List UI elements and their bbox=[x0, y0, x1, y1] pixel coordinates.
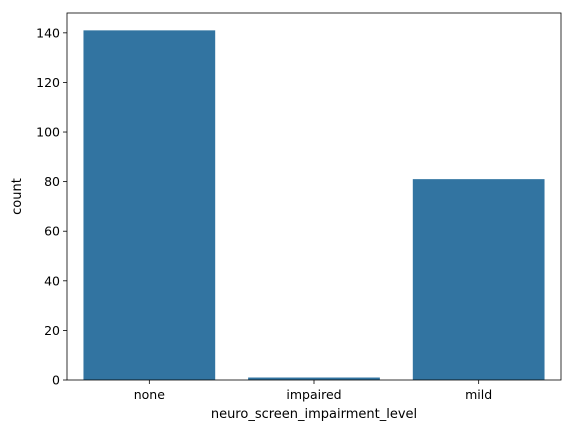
y-tick-label: 40 bbox=[44, 273, 60, 288]
y-tick-label: 20 bbox=[44, 323, 60, 338]
bars-group bbox=[83, 30, 545, 381]
bar-impaired bbox=[248, 377, 380, 380]
bar-none bbox=[83, 30, 216, 381]
x-tick-label: impaired bbox=[286, 387, 341, 402]
y-tick-label: 120 bbox=[36, 75, 60, 90]
x-axis-ticks: none impaired mild bbox=[134, 380, 492, 402]
bar-mild bbox=[412, 179, 545, 380]
y-axis-label: count bbox=[10, 178, 25, 215]
x-tick-label: none bbox=[134, 387, 165, 402]
y-tick-label: 140 bbox=[36, 25, 60, 40]
y-tick-label: 80 bbox=[44, 174, 60, 189]
y-tick-label: 100 bbox=[36, 125, 60, 140]
x-axis-label: neuro_screen_impairment_level bbox=[211, 407, 417, 422]
plot-frame bbox=[66, 12, 562, 381]
y-tick-label: 0 bbox=[52, 373, 60, 388]
y-axis-ticks: 0 20 40 60 80 100 120 140 bbox=[36, 25, 67, 388]
y-tick-label: 60 bbox=[44, 224, 60, 239]
x-tick-label: mild bbox=[465, 387, 492, 402]
